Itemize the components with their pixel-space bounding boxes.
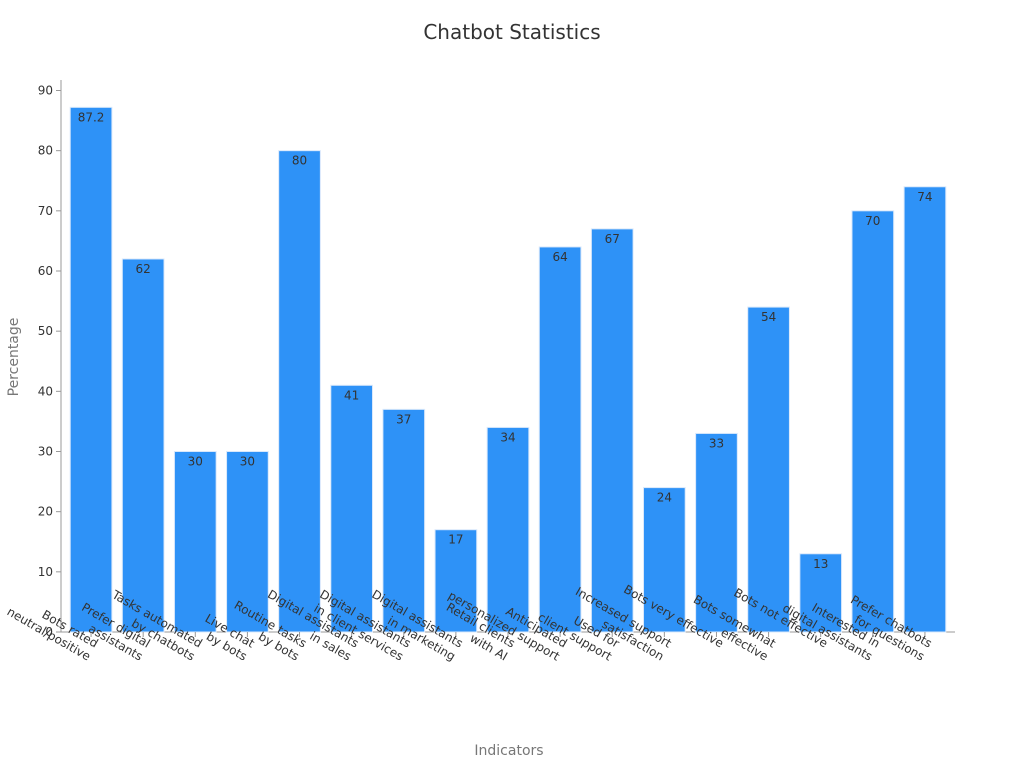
bar-value-label: 80 [292, 154, 307, 168]
bar-value-label: 74 [917, 190, 932, 204]
bar [278, 150, 321, 633]
chart-title: Chatbot Statistics [423, 20, 600, 44]
bar [695, 432, 738, 633]
y-tick-label: 80 [38, 144, 53, 158]
bar-value-label: 37 [396, 412, 411, 426]
bar-value-label: 17 [448, 533, 463, 547]
bar [434, 529, 478, 633]
bar [330, 384, 373, 633]
bar [173, 451, 217, 633]
bar-value-label: 62 [136, 262, 151, 276]
y-tick-label: 30 [38, 445, 53, 459]
bar-value-label: 87.2 [78, 110, 105, 124]
bar [486, 426, 530, 633]
bar [747, 306, 790, 633]
bar-value-label: 24 [657, 491, 672, 505]
bar-value-label: 30 [240, 455, 255, 469]
y-tick-label: 50 [38, 324, 53, 338]
bar-value-label: 70 [865, 214, 880, 228]
y-tick-label: 90 [38, 84, 53, 98]
bar [226, 451, 269, 633]
bar-value-label: 13 [813, 557, 828, 571]
y-tick-label: 60 [38, 264, 53, 278]
bar-value-label: 33 [709, 436, 724, 450]
bar [903, 186, 947, 633]
bar-value-label: 41 [344, 388, 359, 402]
y-tick-label: 40 [38, 384, 53, 398]
bar-value-label: 34 [500, 430, 515, 444]
bar [121, 258, 165, 633]
bar [590, 228, 634, 633]
y-axis-title: Percentage [6, 318, 22, 397]
bar-value-label: 64 [552, 250, 567, 264]
bar [851, 210, 895, 633]
bar [538, 246, 582, 633]
x-axis-title: Indicators [474, 743, 543, 759]
bar-value-label: 67 [605, 232, 620, 246]
y-tick-label: 0 [45, 625, 53, 639]
y-tick-label: 10 [38, 565, 53, 579]
y-tick-label: 20 [38, 505, 53, 519]
bar [382, 408, 426, 633]
bar-value-label: 30 [188, 455, 203, 469]
bar-value-label: 54 [761, 310, 776, 324]
bar [69, 106, 113, 633]
y-tick-label: 70 [38, 204, 53, 218]
